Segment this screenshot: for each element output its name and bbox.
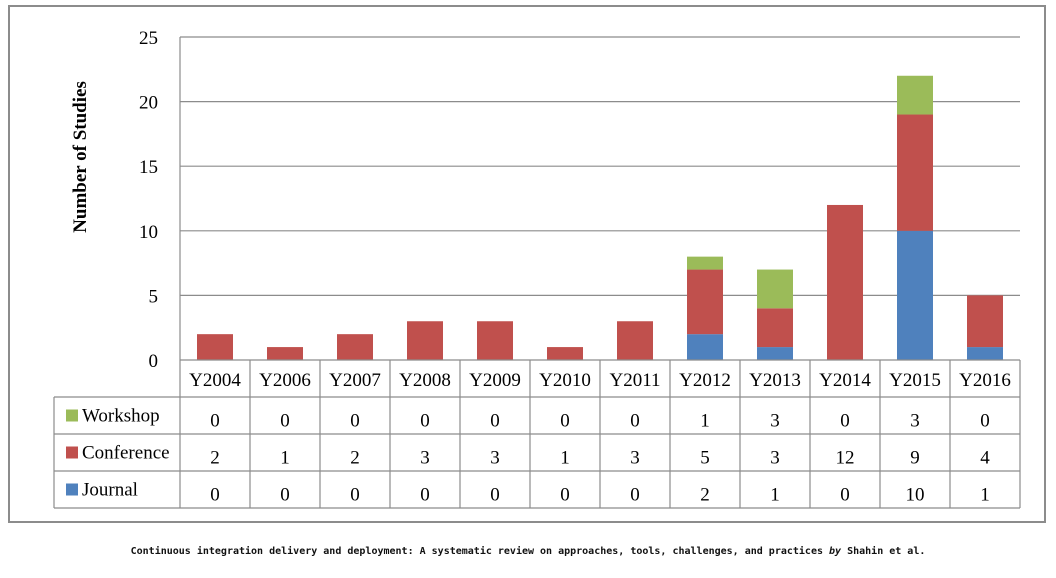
chart-frame: 0 5 10 15 20 25 Y2004 Y2006 Y2007 Y2008 Y2009 Y201… <box>8 5 1046 523</box>
bar-conference-y2014 <box>827 204 863 360</box>
bar-conference-y2016 <box>967 295 1003 348</box>
data-label-journal: 0 <box>350 485 360 506</box>
data-label-workshop: 0 <box>980 411 990 432</box>
data-label-journal: 0 <box>490 485 500 506</box>
x-tick-label: Y2016 <box>959 370 1011 391</box>
data-label-workshop: 0 <box>420 411 430 432</box>
data-label-workshop: 0 <box>630 411 640 432</box>
y-tick-label: 10 <box>139 222 158 243</box>
x-tick-label: Y2015 <box>889 370 941 391</box>
bar-conference-y2015 <box>897 114 933 231</box>
legend-swatch-workshop <box>66 409 78 422</box>
bar-workshop-y2013 <box>757 269 793 309</box>
x-tick-label: Y2012 <box>679 370 731 391</box>
data-label-workshop: 3 <box>910 411 920 432</box>
data-label-conference: 3 <box>420 448 430 469</box>
data-label-workshop: 0 <box>560 411 570 432</box>
x-tick-label: Y2009 <box>469 370 521 391</box>
legend-swatch-conference <box>66 446 78 459</box>
bar-conference-y2004 <box>197 334 233 360</box>
bar-workshop-y2012 <box>687 256 723 270</box>
legend-swatch-journal <box>66 483 78 496</box>
data-label-workshop: 0 <box>280 411 290 432</box>
data-label-conference: 5 <box>700 448 710 469</box>
bar-journal-y2012 <box>687 334 723 360</box>
y-tick-label: 5 <box>149 286 159 307</box>
data-label-workshop: 0 <box>210 411 220 432</box>
figure-caption: Continuous integration delivery and depl… <box>0 546 1056 557</box>
bar-conference-y2009 <box>477 321 513 360</box>
legend-label-workshop: Workshop <box>82 406 160 427</box>
data-label-conference: 12 <box>836 448 855 469</box>
data-label-conference: 2 <box>210 448 220 469</box>
data-label-conference: 1 <box>560 448 570 469</box>
data-label-workshop: 0 <box>840 411 850 432</box>
caption-by: by <box>829 546 842 557</box>
bar-workshop-y2015 <box>897 75 933 115</box>
data-table: Y2004 Y2006 Y2007 Y2008 Y2009 Y2010 Y2011 Y2012… <box>53 359 1021 509</box>
bar-conference-y2013 <box>757 308 793 348</box>
data-label-journal: 0 <box>420 485 430 506</box>
data-label-conference: 3 <box>490 448 500 469</box>
y-tick-label: 25 <box>139 28 158 49</box>
data-label-journal: 0 <box>280 485 290 506</box>
bar-journal-y2016 <box>967 347 1003 360</box>
x-tick-label: Y2006 <box>259 370 311 391</box>
bar-conference-y2012 <box>687 269 723 335</box>
bar-journal-y2013 <box>757 347 793 360</box>
caption-authors: Shahin et al. <box>847 546 926 557</box>
data-label-workshop: 1 <box>700 411 710 432</box>
data-label-journal: 0 <box>560 485 570 506</box>
bar-conference-y2011 <box>617 321 653 360</box>
data-label-journal: 0 <box>210 485 220 506</box>
bar-journal-y2015 <box>897 230 933 360</box>
legend-label-journal: Journal <box>82 480 138 501</box>
bars <box>197 75 1003 360</box>
data-label-conference: 2 <box>350 448 360 469</box>
data-label-workshop: 0 <box>490 411 500 432</box>
data-label-conference: 4 <box>980 448 990 469</box>
data-label-conference: 3 <box>770 448 780 469</box>
bar-conference-y2006 <box>267 347 303 360</box>
data-label-journal: 0 <box>630 485 640 506</box>
y-axis-label: Number of Studies <box>70 81 91 233</box>
y-tick-label: 15 <box>139 157 158 178</box>
bar-conference-y2007 <box>337 334 373 360</box>
grid-lines <box>179 36 1020 360</box>
data-label-conference: 3 <box>630 448 640 469</box>
x-tick-label: Y2007 <box>329 370 381 391</box>
data-label-journal: 10 <box>906 485 925 506</box>
y-tick-labels: 0 5 10 15 20 25 <box>139 28 158 372</box>
legend-label-conference: Conference <box>82 443 170 464</box>
x-tick-label: Y2014 <box>819 370 871 391</box>
bar-conference-y2008 <box>407 321 443 360</box>
x-tick-label: Y2013 <box>749 370 801 391</box>
data-label-journal: 2 <box>700 485 710 506</box>
y-tick-label: 0 <box>149 351 159 372</box>
bar-conference-y2010 <box>547 347 583 360</box>
data-label-conference: 1 <box>280 448 290 469</box>
data-label-workshop: 0 <box>350 411 360 432</box>
y-tick-label: 20 <box>139 93 158 114</box>
data-label-journal: 0 <box>840 485 850 506</box>
x-tick-label: Y2011 <box>609 370 660 391</box>
x-tick-label: Y2008 <box>399 370 451 391</box>
data-label-workshop: 3 <box>770 411 780 432</box>
data-label-journal: 1 <box>980 485 990 506</box>
caption-title: Continuous integration delivery and depl… <box>130 546 823 557</box>
x-tick-label: Y2004 <box>189 370 241 391</box>
data-label-journal: 1 <box>770 485 780 506</box>
x-tick-label: Y2010 <box>539 370 591 391</box>
data-label-conference: 9 <box>910 448 920 469</box>
